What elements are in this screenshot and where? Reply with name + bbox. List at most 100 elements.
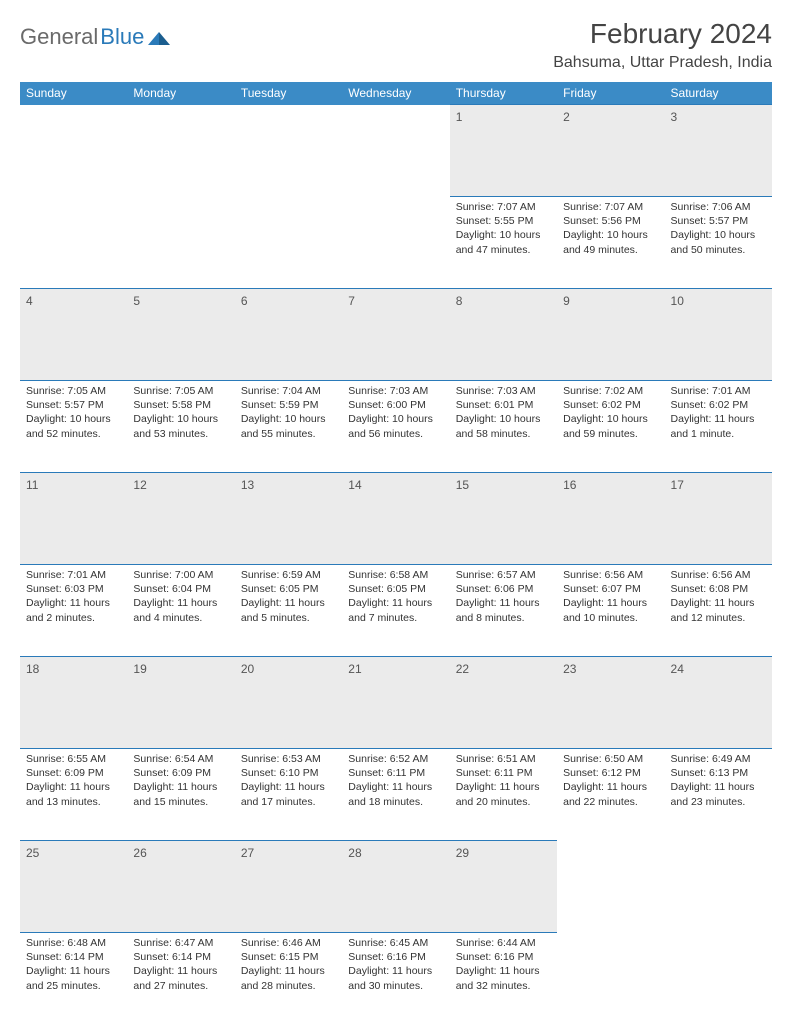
day-detail-text: Sunrise: 7:03 AMSunset: 6:01 PMDaylight:… xyxy=(456,384,551,441)
day-detail-cell: Sunrise: 6:57 AMSunset: 6:06 PMDaylight:… xyxy=(450,565,557,657)
day-number-row: 11 12 13 14 15 16 17 xyxy=(20,473,772,565)
day-detail-row: Sunrise: 6:48 AMSunset: 6:14 PMDaylight:… xyxy=(20,933,772,1025)
day-detail-text: Sunrise: 6:53 AMSunset: 6:10 PMDaylight:… xyxy=(241,752,336,809)
day-number: 16 xyxy=(563,478,576,492)
day-number-row: 456 78 9 10 xyxy=(20,289,772,381)
day-number-cell: 6 xyxy=(235,289,342,381)
day-number-row: 18192021222324 xyxy=(20,657,772,749)
day-header: Thursday xyxy=(450,82,557,105)
day-detail-cell: Sunrise: 6:56 AMSunset: 6:08 PMDaylight:… xyxy=(665,565,772,657)
day-detail-cell: Sunrise: 7:01 AMSunset: 6:03 PMDaylight:… xyxy=(20,565,127,657)
day-number-cell: 27 xyxy=(235,841,342,933)
calendar-header: SundayMondayTuesdayWednesdayThursdayFrid… xyxy=(20,82,772,105)
day-detail-cell: Sunrise: 6:51 AMSunset: 6:11 PMDaylight:… xyxy=(450,749,557,841)
day-number-cell: 21 xyxy=(342,657,449,749)
day-number-cell: 22 xyxy=(450,657,557,749)
day-number: 2 xyxy=(563,110,570,124)
day-detail-cell xyxy=(665,933,772,1025)
day-number-cell: 9 xyxy=(557,289,664,381)
day-number-cell: 11 xyxy=(20,473,127,565)
day-number-cell: 3 xyxy=(665,105,772,197)
day-detail-text: Sunrise: 7:02 AMSunset: 6:02 PMDaylight:… xyxy=(563,384,658,441)
day-number-cell: 16 xyxy=(557,473,664,565)
header: GeneralBlue February 2024 Bahsuma, Uttar… xyxy=(20,18,772,72)
day-number-cell: 7 xyxy=(342,289,449,381)
day-detail-cell: Sunrise: 6:55 AMSunset: 6:09 PMDaylight:… xyxy=(20,749,127,841)
day-number: 9 xyxy=(563,294,570,308)
day-header: Monday xyxy=(127,82,234,105)
day-number-cell: 24 xyxy=(665,657,772,749)
day-number: 6 xyxy=(241,294,248,308)
day-number-cell: 13 xyxy=(235,473,342,565)
day-number-cell: 4 xyxy=(20,289,127,381)
day-number: 17 xyxy=(671,478,684,492)
day-detail-text: Sunrise: 6:56 AMSunset: 6:08 PMDaylight:… xyxy=(671,568,766,625)
day-number-cell: 14 xyxy=(342,473,449,565)
day-detail-cell: Sunrise: 6:45 AMSunset: 6:16 PMDaylight:… xyxy=(342,933,449,1025)
day-number-cell: 12 xyxy=(127,473,234,565)
day-detail-cell: Sunrise: 6:52 AMSunset: 6:11 PMDaylight:… xyxy=(342,749,449,841)
day-number: 14 xyxy=(348,478,361,492)
day-header: Friday xyxy=(557,82,664,105)
day-number-cell: 17 xyxy=(665,473,772,565)
day-detail-text: Sunrise: 7:05 AMSunset: 5:57 PMDaylight:… xyxy=(26,384,121,441)
day-detail-text: Sunrise: 6:50 AMSunset: 6:12 PMDaylight:… xyxy=(563,752,658,809)
day-detail-text: Sunrise: 7:00 AMSunset: 6:04 PMDaylight:… xyxy=(133,568,228,625)
day-detail-text: Sunrise: 6:59 AMSunset: 6:05 PMDaylight:… xyxy=(241,568,336,625)
day-detail-text: Sunrise: 6:52 AMSunset: 6:11 PMDaylight:… xyxy=(348,752,443,809)
day-number-cell: 8 xyxy=(450,289,557,381)
day-detail-cell: Sunrise: 6:58 AMSunset: 6:05 PMDaylight:… xyxy=(342,565,449,657)
day-detail-cell: Sunrise: 7:02 AMSunset: 6:02 PMDaylight:… xyxy=(557,381,664,473)
day-number: 3 xyxy=(671,110,678,124)
day-detail-row: Sunrise: 6:55 AMSunset: 6:09 PMDaylight:… xyxy=(20,749,772,841)
day-detail-text: Sunrise: 6:56 AMSunset: 6:07 PMDaylight:… xyxy=(563,568,658,625)
day-detail-cell: Sunrise: 7:00 AMSunset: 6:04 PMDaylight:… xyxy=(127,565,234,657)
day-detail-text: Sunrise: 6:44 AMSunset: 6:16 PMDaylight:… xyxy=(456,936,551,993)
day-detail-cell: Sunrise: 6:44 AMSunset: 6:16 PMDaylight:… xyxy=(450,933,557,1025)
day-detail-text: Sunrise: 6:54 AMSunset: 6:09 PMDaylight:… xyxy=(133,752,228,809)
day-number: 22 xyxy=(456,662,469,676)
day-number-row: 1 2 3 xyxy=(20,105,772,197)
day-detail-text: Sunrise: 7:04 AMSunset: 5:59 PMDaylight:… xyxy=(241,384,336,441)
day-detail-cell xyxy=(342,197,449,289)
day-detail-cell: Sunrise: 6:48 AMSunset: 6:14 PMDaylight:… xyxy=(20,933,127,1025)
day-detail-cell: Sunrise: 7:03 AMSunset: 6:00 PMDaylight:… xyxy=(342,381,449,473)
day-number: 20 xyxy=(241,662,254,676)
day-detail-text: Sunrise: 7:01 AMSunset: 6:02 PMDaylight:… xyxy=(671,384,766,441)
day-header: Wednesday xyxy=(342,82,449,105)
day-number: 15 xyxy=(456,478,469,492)
day-number: 28 xyxy=(348,846,361,860)
day-detail-text: Sunrise: 6:57 AMSunset: 6:06 PMDaylight:… xyxy=(456,568,551,625)
day-detail-cell: Sunrise: 7:03 AMSunset: 6:01 PMDaylight:… xyxy=(450,381,557,473)
day-number-cell: 29 xyxy=(450,841,557,933)
day-number-cell: 2 xyxy=(557,105,664,197)
day-detail-cell xyxy=(20,197,127,289)
title-block: February 2024 Bahsuma, Uttar Pradesh, In… xyxy=(553,18,772,72)
day-detail-cell: Sunrise: 6:46 AMSunset: 6:15 PMDaylight:… xyxy=(235,933,342,1025)
day-number-cell: 5 xyxy=(127,289,234,381)
day-number: 25 xyxy=(26,846,39,860)
calendar-body: 123Sunrise: 7:07 AMSunset: 5:55 PMDaylig… xyxy=(20,105,772,1025)
day-detail-cell: Sunrise: 6:54 AMSunset: 6:09 PMDaylight:… xyxy=(127,749,234,841)
day-number-cell xyxy=(235,105,342,197)
day-detail-cell: Sunrise: 6:59 AMSunset: 6:05 PMDaylight:… xyxy=(235,565,342,657)
day-detail-cell: Sunrise: 7:05 AMSunset: 5:57 PMDaylight:… xyxy=(20,381,127,473)
day-number-cell xyxy=(20,105,127,197)
day-number: 1 xyxy=(456,110,463,124)
day-detail-cell: Sunrise: 7:06 AMSunset: 5:57 PMDaylight:… xyxy=(665,197,772,289)
day-detail-cell xyxy=(557,933,664,1025)
day-number: 27 xyxy=(241,846,254,860)
day-detail-cell: Sunrise: 7:05 AMSunset: 5:58 PMDaylight:… xyxy=(127,381,234,473)
day-detail-text: Sunrise: 6:51 AMSunset: 6:11 PMDaylight:… xyxy=(456,752,551,809)
day-number: 29 xyxy=(456,846,469,860)
day-number: 8 xyxy=(456,294,463,308)
day-detail-cell: Sunrise: 6:56 AMSunset: 6:07 PMDaylight:… xyxy=(557,565,664,657)
day-header: Saturday xyxy=(665,82,772,105)
day-number-cell: 26 xyxy=(127,841,234,933)
triangle-icon xyxy=(148,29,170,45)
day-number-cell: 25 xyxy=(20,841,127,933)
day-detail-text: Sunrise: 6:47 AMSunset: 6:14 PMDaylight:… xyxy=(133,936,228,993)
day-number: 12 xyxy=(133,478,146,492)
day-number: 10 xyxy=(671,294,684,308)
day-number: 21 xyxy=(348,662,361,676)
